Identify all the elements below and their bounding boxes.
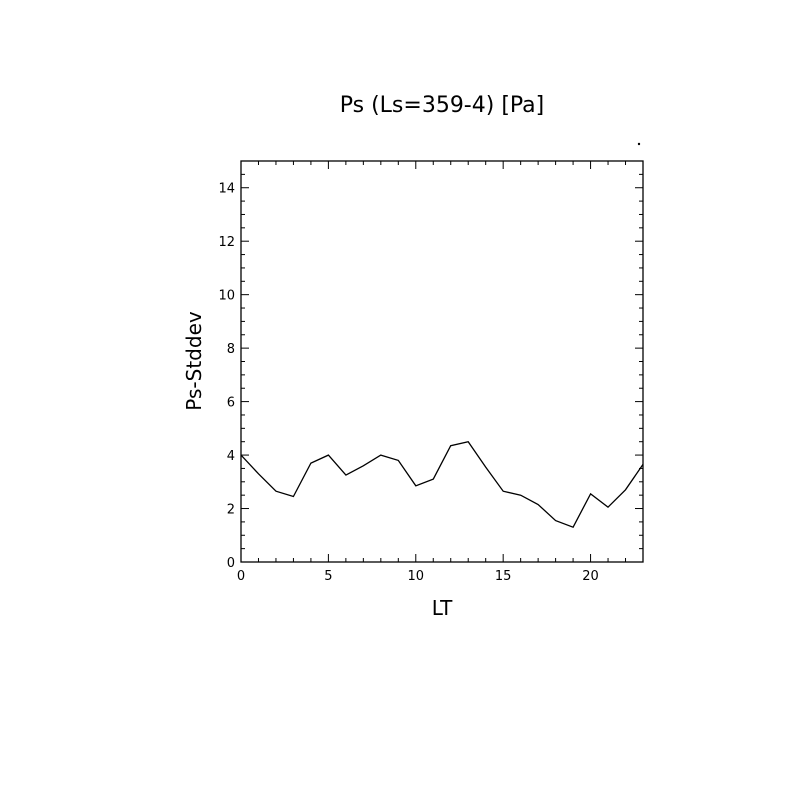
- y-tick-label: 8: [227, 342, 235, 357]
- axes: [240, 160, 644, 563]
- corner-dot-mark: [637, 142, 641, 146]
- x-tick-label: 5: [324, 569, 332, 584]
- y-tick-label: 2: [227, 503, 235, 518]
- plot-frame: [240, 160, 644, 563]
- tick-marks: [240, 160, 644, 563]
- x-tick-label: 20: [582, 569, 599, 584]
- y-tick-label: 4: [227, 449, 235, 464]
- x-tick-label: 0: [237, 569, 245, 584]
- x-tick-label: 15: [495, 569, 512, 584]
- y-tick-label: 12: [218, 235, 235, 250]
- x-tick-label: 10: [408, 569, 425, 584]
- y-axis-label: Ps-Stddev: [182, 311, 206, 411]
- series-line: [240, 440, 644, 529]
- x-axis-label: LT: [432, 596, 453, 620]
- y-tick-label: 0: [227, 556, 235, 571]
- x-tick-labels: 0 5 10 15 20: [237, 569, 599, 584]
- y-tick-label: 14: [218, 182, 235, 197]
- y-tick-labels: 0 2 4 6 8 10 12 14: [218, 182, 235, 571]
- chart-title: Ps (Ls=359-4) [Pa]: [340, 93, 545, 118]
- y-tick-label: 6: [227, 396, 235, 411]
- y-tick-label: 10: [218, 289, 235, 304]
